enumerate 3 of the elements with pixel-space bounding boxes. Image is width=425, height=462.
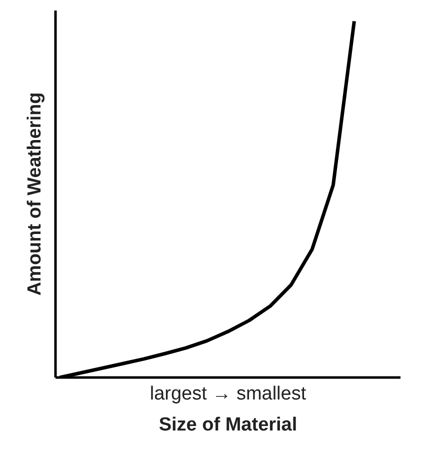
y-axis-title: Amount of Weathering xyxy=(24,92,46,296)
x-axis-title: Size of Material xyxy=(158,414,298,436)
text: largest → smallest xyxy=(150,384,307,404)
